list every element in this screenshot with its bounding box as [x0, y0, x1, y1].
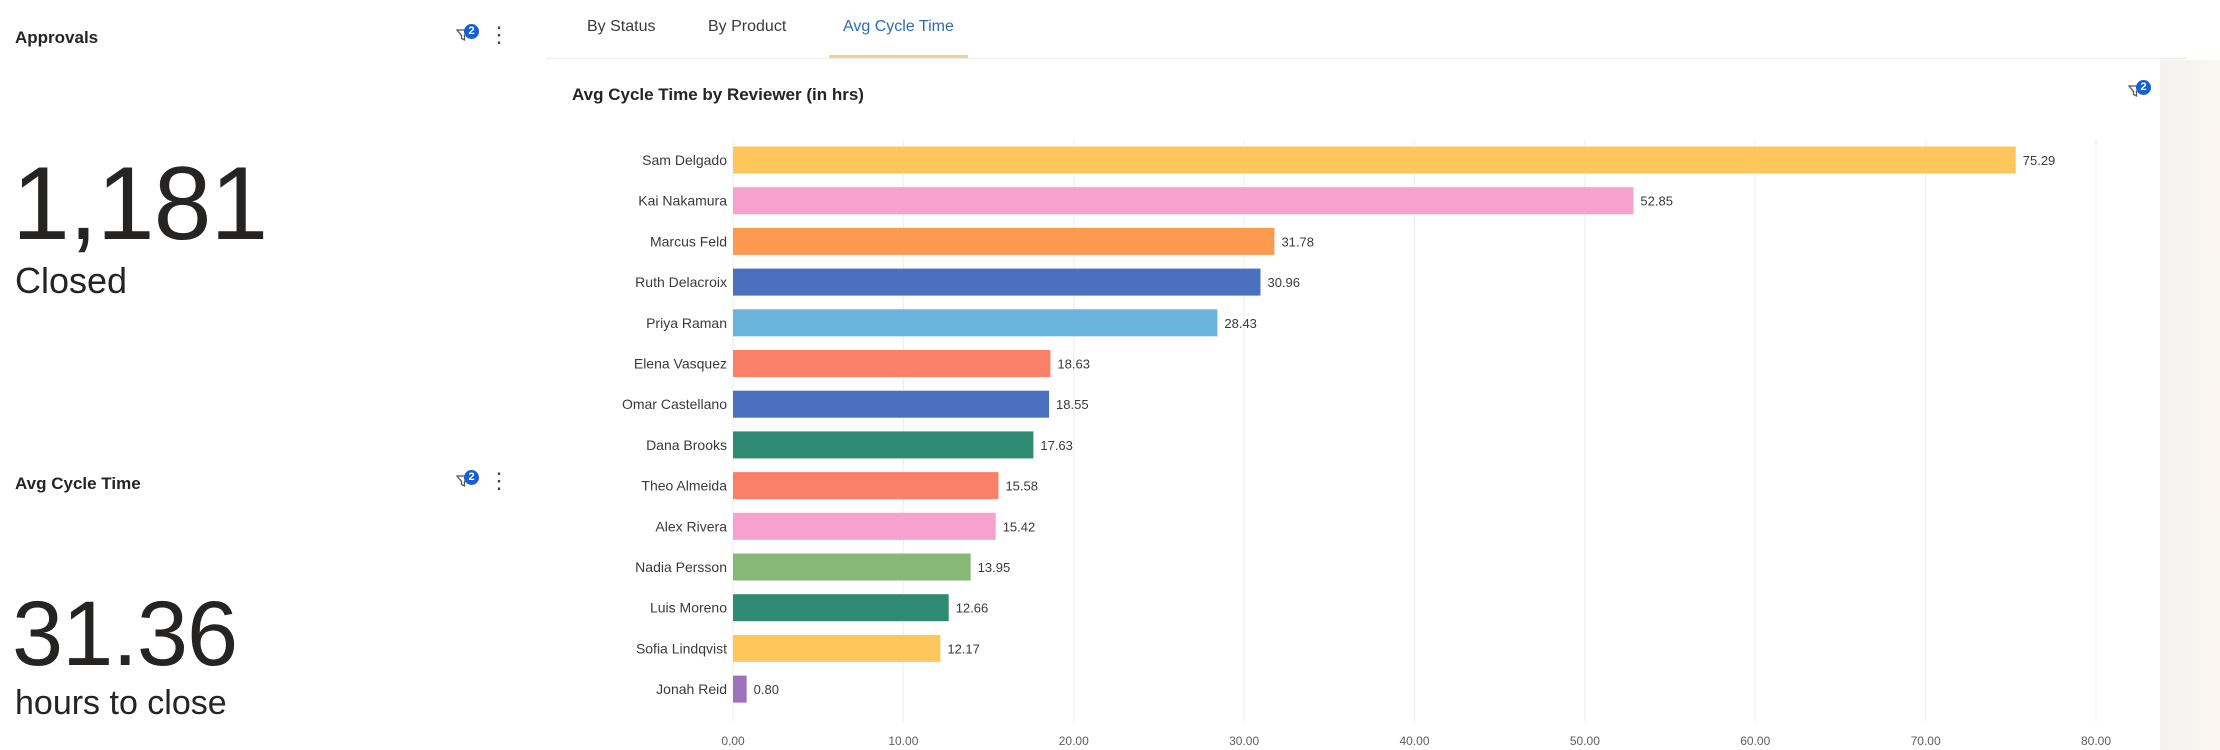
card-title: Approvals [15, 28, 99, 47]
filter-icon[interactable]: 2 [456, 24, 479, 46]
kpi-value: 1,181 [12, 146, 268, 262]
bar[interactable] [733, 431, 1034, 459]
bar[interactable] [733, 634, 941, 662]
tab-by-product[interactable]: By Product [708, 18, 787, 35]
x-tick-label: 0.00 [721, 734, 745, 748]
filter-icon[interactable]: 2 [2128, 80, 2151, 102]
category-label: Sam Delgado [642, 152, 727, 168]
filter-icon[interactable]: 2 [456, 470, 479, 492]
tab-bar: By Status By Product Avg Cycle Time [546, 0, 2186, 59]
data-label: 52.85 [1640, 194, 1673, 209]
x-tick-label: 20.00 [1059, 734, 1089, 748]
avg-cycle-time-card: Avg Cycle Time 2 ⋮ 31.36 hours to close [0, 440, 530, 750]
data-label: 28.43 [1224, 316, 1257, 331]
filter-count-badge: 2 [2136, 80, 2151, 95]
kpi-label: hours to close [15, 684, 227, 722]
bar[interactable] [733, 187, 1634, 215]
chart-title: Avg Cycle Time by Reviewer (in hrs) [572, 85, 864, 104]
category-label: Kai Nakamura [638, 193, 727, 209]
data-label: 0.80 [754, 682, 779, 697]
x-tick-label: 40.00 [1399, 734, 1429, 748]
bar[interactable] [733, 512, 996, 540]
data-label: 18.63 [1057, 357, 1090, 372]
bar[interactable] [733, 309, 1218, 337]
bar[interactable] [733, 594, 949, 622]
bar[interactable] [733, 390, 1050, 418]
category-label: Sofia Lindqvist [636, 640, 727, 656]
category-label: Marcus Feld [650, 233, 727, 249]
category-label: Ruth Delacroix [635, 274, 727, 290]
category-label: Nadia Persson [635, 559, 727, 575]
kpi-label: Closed [15, 260, 128, 301]
data-label: 13.95 [978, 560, 1011, 575]
bar[interactable] [733, 675, 747, 703]
bar[interactable] [733, 146, 2016, 174]
approvals-card: Approvals 2 ⋮ 1,181 Closed [0, 0, 530, 430]
data-label: 12.17 [947, 641, 980, 656]
kpi-value: 31.36 [12, 583, 238, 685]
kpi-column: Approvals 2 ⋮ 1,181 Closed Avg Cycle Tim… [0, 0, 530, 750]
data-label: 15.42 [1003, 519, 1036, 534]
category-label: Omar Castellano [622, 396, 727, 412]
data-label: 15.58 [1005, 479, 1038, 494]
x-tick-label: 30.00 [1229, 734, 1259, 748]
tab-by-status[interactable]: By Status [587, 18, 656, 35]
category-label: Dana Brooks [646, 437, 727, 453]
page-edge [2160, 60, 2220, 750]
bar[interactable] [733, 472, 999, 500]
bar[interactable] [733, 350, 1051, 377]
bar[interactable] [733, 268, 1261, 296]
category-label: Theo Almeida [641, 478, 727, 494]
data-label: 31.78 [1281, 234, 1314, 249]
bar[interactable] [733, 553, 971, 581]
data-label: 17.63 [1040, 438, 1073, 453]
filter-count-badge: 2 [464, 24, 479, 39]
bar[interactable] [733, 227, 1275, 255]
category-label: Alex Rivera [655, 518, 727, 534]
x-tick-label: 80.00 [2081, 734, 2111, 748]
data-label: 18.55 [1056, 397, 1089, 412]
x-tick-label: 10.00 [888, 734, 918, 748]
data-label: 75.29 [2023, 153, 2056, 168]
category-label: Luis Moreno [650, 600, 727, 616]
data-label: 30.96 [1267, 275, 1300, 290]
card-title: Avg Cycle Time [15, 474, 141, 493]
x-tick-label: 70.00 [1911, 734, 1941, 748]
category-label: Jonah Reid [656, 681, 727, 697]
x-tick-label: 50.00 [1570, 734, 1600, 748]
filter-count-badge: 2 [464, 470, 479, 485]
category-label: Priya Raman [646, 315, 727, 331]
tab-avg-cycle-time[interactable]: Avg Cycle Time [829, 18, 968, 58]
data-label: 12.66 [956, 601, 989, 616]
x-tick-label: 60.00 [1740, 734, 1770, 748]
category-label: Elena Vasquez [634, 356, 727, 372]
